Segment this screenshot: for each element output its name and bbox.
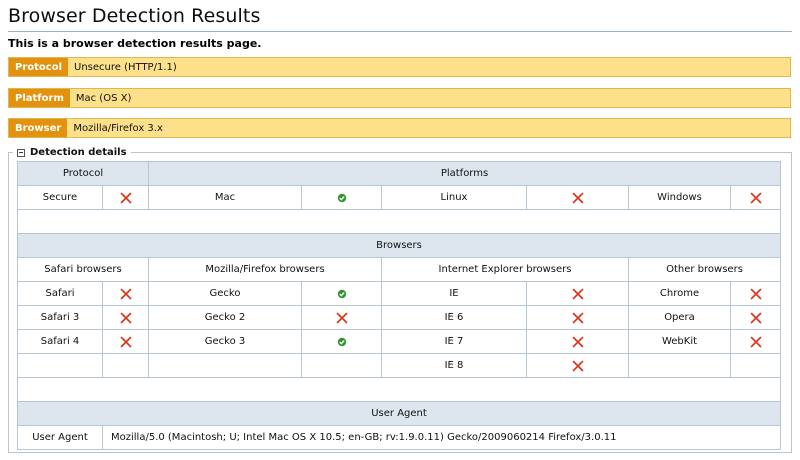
page-subtitle: This is a browser detection results page… bbox=[8, 37, 262, 50]
detection-table: Protocol Platforms Secure Mac Linux Wind… bbox=[16, 161, 782, 450]
check-icon bbox=[336, 336, 348, 348]
cross-icon bbox=[120, 312, 132, 324]
cross-icon bbox=[572, 312, 584, 324]
cross-icon bbox=[572, 336, 584, 348]
empty-cell bbox=[102, 353, 149, 378]
cross-icon bbox=[750, 192, 762, 204]
cross-icon bbox=[336, 312, 348, 324]
ie-status bbox=[526, 281, 629, 306]
safari4-status bbox=[102, 329, 149, 354]
cross-icon bbox=[120, 288, 132, 300]
platform-label: Platform bbox=[9, 89, 70, 107]
safari3-status bbox=[102, 305, 149, 330]
webkit-status bbox=[729, 329, 782, 354]
gecko2-label: Gecko 2 bbox=[148, 305, 302, 330]
mac-label: Mac bbox=[148, 185, 302, 210]
detection-details-title: Detection details bbox=[30, 147, 127, 158]
cross-icon bbox=[572, 192, 584, 204]
secure-label: Secure bbox=[17, 185, 103, 210]
safari-status bbox=[102, 281, 149, 306]
ie8-status bbox=[526, 353, 629, 378]
empty-cell bbox=[729, 353, 782, 378]
platform-value: Mac (OS X) bbox=[75, 92, 132, 104]
check-icon bbox=[336, 288, 348, 300]
cross-icon bbox=[572, 360, 584, 372]
safari-label: Safari bbox=[17, 281, 103, 306]
spacer-row bbox=[16, 209, 782, 234]
windows-status bbox=[729, 185, 782, 210]
protocol-label: Protocol bbox=[9, 58, 69, 76]
linux-label: Linux bbox=[381, 185, 527, 210]
ie6-label: IE 6 bbox=[381, 305, 527, 330]
spacer-row bbox=[16, 377, 782, 402]
empty-cell bbox=[628, 353, 731, 378]
chrome-label: Chrome bbox=[628, 281, 731, 306]
platforms-header: Platforms bbox=[147, 161, 782, 186]
platform-summary-row: Platform Mac (OS X) bbox=[8, 88, 791, 108]
user-agent-label: User Agent bbox=[17, 425, 103, 450]
cross-icon bbox=[750, 312, 762, 324]
ie-group-header: Internet Explorer browsers bbox=[381, 257, 629, 282]
empty-cell bbox=[17, 353, 103, 378]
gecko-status bbox=[301, 281, 382, 306]
gecko3-label: Gecko 3 bbox=[148, 329, 302, 354]
gecko-label: Gecko bbox=[148, 281, 302, 306]
gecko3-status bbox=[301, 329, 382, 354]
empty-cell bbox=[148, 353, 302, 378]
ie7-status bbox=[526, 329, 629, 354]
ie-label: IE bbox=[381, 281, 527, 306]
mac-status bbox=[301, 185, 382, 210]
secure-status bbox=[102, 185, 149, 210]
user-agent-value: Mozilla/5.0 (Macintosh; U; Intel Mac OS … bbox=[101, 425, 782, 450]
protocol-header: Protocol bbox=[17, 161, 149, 186]
cross-icon bbox=[120, 192, 132, 204]
mozilla-group-header: Mozilla/Firefox browsers bbox=[148, 257, 382, 282]
cross-icon bbox=[750, 288, 762, 300]
user-agent-header: User Agent bbox=[16, 401, 782, 426]
detection-details-legend[interactable]: Detection details bbox=[13, 147, 131, 158]
webkit-label: WebKit bbox=[628, 329, 731, 354]
protocol-summary-row: Protocol Unsecure (HTTP/1.1) bbox=[8, 57, 791, 77]
title-divider bbox=[8, 31, 792, 32]
safari4-label: Safari 4 bbox=[17, 329, 103, 354]
opera-label: Opera bbox=[628, 305, 731, 330]
linux-status bbox=[526, 185, 629, 210]
page-title: Browser Detection Results bbox=[8, 5, 261, 27]
check-icon bbox=[336, 192, 348, 204]
safari3-label: Safari 3 bbox=[17, 305, 103, 330]
cross-icon bbox=[750, 336, 762, 348]
collapse-icon[interactable] bbox=[17, 148, 25, 157]
opera-status bbox=[729, 305, 782, 330]
chrome-status bbox=[729, 281, 782, 306]
browser-summary-row: Browser Mozilla/Firefox 3.x bbox=[8, 118, 791, 138]
empty-cell bbox=[301, 353, 382, 378]
ie7-label: IE 7 bbox=[381, 329, 527, 354]
browser-label: Browser bbox=[9, 119, 68, 137]
gecko2-status bbox=[301, 305, 382, 330]
windows-label: Windows bbox=[628, 185, 731, 210]
protocol-value: Unsecure (HTTP/1.1) bbox=[74, 61, 177, 73]
safari-group-header: Safari browsers bbox=[17, 257, 149, 282]
other-group-header: Other browsers bbox=[627, 257, 782, 282]
detection-details-panel: Detection details bbox=[8, 147, 792, 453]
browsers-header: Browsers bbox=[16, 233, 782, 258]
browser-value: Mozilla/Firefox 3.x bbox=[73, 122, 163, 134]
cross-icon bbox=[120, 336, 132, 348]
ie6-status bbox=[526, 305, 629, 330]
ie8-label: IE 8 bbox=[381, 353, 527, 378]
cross-icon bbox=[572, 288, 584, 300]
